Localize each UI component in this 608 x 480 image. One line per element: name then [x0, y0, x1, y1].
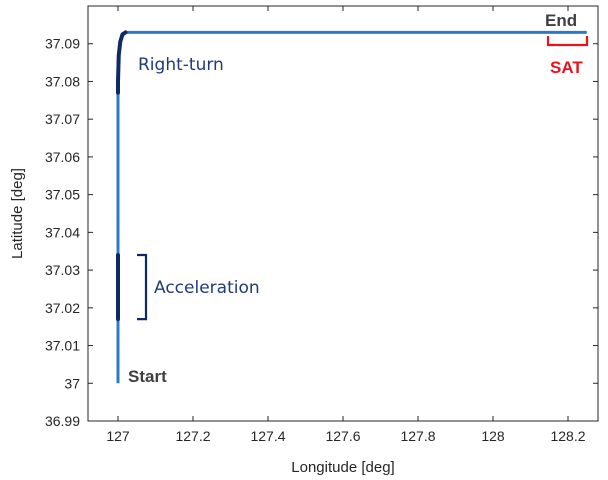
x-tick-label: 128 [481, 428, 505, 444]
y-tick-label: 37.03 [45, 262, 80, 278]
x-tick-label: 127.4 [250, 428, 285, 444]
x-tick-label: 127.8 [400, 428, 435, 444]
y-tick-label: 37.07 [45, 111, 80, 127]
y-tick-label: 36.99 [45, 413, 80, 429]
acceleration-bracket [137, 253, 148, 321]
x-tick-label: 127.6 [325, 428, 360, 444]
y-tick-label: 37.06 [45, 149, 80, 165]
y-tick-label: 37.02 [45, 300, 80, 316]
y-tick-label: 37.04 [45, 224, 80, 240]
x-tick-label: 127.2 [175, 428, 210, 444]
right-turn-highlight [116, 30, 128, 95]
y-tick-label: 37.05 [45, 187, 80, 203]
y-tick-label: 37.09 [45, 36, 80, 52]
y-axis-ticks: 36.99 37 37.01 37.02 37.03 37.04 37.05 37.06 37.… [45, 36, 598, 429]
x-axis-ticks: 127 127.2 127.4 127.6 127.8 128 128.2 [106, 6, 586, 444]
y-tick-label: 37 [64, 375, 80, 391]
x-axis-label: Longitude [deg] [291, 459, 394, 476]
x-tick-label: 127 [106, 428, 130, 444]
acceleration-label: Acceleration [154, 278, 260, 298]
right-turn-label: Right-turn [138, 55, 224, 75]
highlight-layer [116, 30, 128, 322]
y-tick-label: 37.01 [45, 338, 80, 354]
sat-bracket [546, 36, 589, 47]
y-axis-label: Latitude [deg] [9, 168, 26, 259]
x-tick-label: 128.2 [550, 428, 585, 444]
end-label: End [545, 11, 577, 30]
y-tick-label: 37.08 [45, 73, 80, 89]
sat-label: SAT [550, 58, 583, 77]
plot-area [87, 5, 599, 422]
start-label: Start [128, 367, 167, 386]
